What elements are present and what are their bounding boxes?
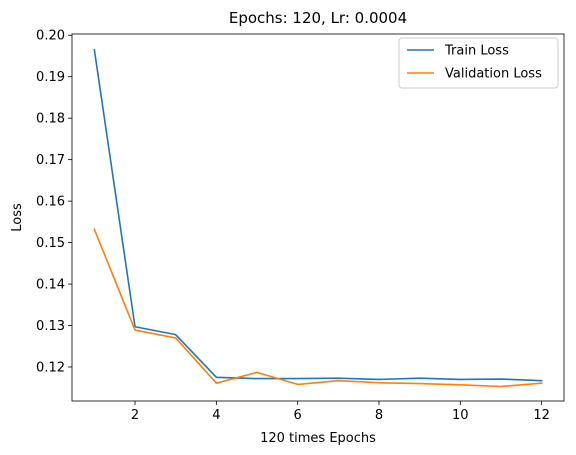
x-tick-label: 8 — [375, 408, 383, 423]
x-tick-label: 2 — [131, 408, 139, 423]
x-tick-label: 6 — [294, 408, 302, 423]
y-tick-label: 0.19 — [36, 70, 65, 85]
x-tick-label: 10 — [452, 408, 469, 423]
y-axis-title: Loss — [10, 203, 25, 232]
legend: Train Loss Validation Loss — [398, 37, 559, 89]
y-tick-label: 0.18 — [36, 112, 65, 127]
y-tick-label: 0.14 — [36, 278, 65, 293]
legend-label: Validation Loss — [445, 67, 542, 82]
x-axis-title: 120 times Epochs — [260, 431, 376, 446]
y-tick-label: 0.13 — [36, 319, 65, 334]
y-tick-label: 0.17 — [36, 153, 65, 168]
legend-box — [398, 37, 559, 89]
legend-label: Train Loss — [444, 44, 509, 59]
plot-frame — [71, 33, 565, 402]
y-tick-label: 0.12 — [36, 360, 65, 375]
axis-ticks: 2 4 6 8 10 12 0.12 0.13 0.14 0.15 0.16 0.17 0.18 0.19… — [36, 29, 550, 423]
chart-title: Epochs: 120, Lr: 0.0004 — [229, 9, 407, 27]
x-tick-label: 4 — [212, 408, 220, 423]
series-line-validation-loss — [93, 228, 543, 388]
y-tick-label: 0.20 — [36, 29, 65, 44]
series-line-train-loss — [93, 48, 543, 382]
y-tick-label: 0.15 — [36, 236, 65, 251]
x-tick-label: 12 — [533, 408, 550, 423]
plot-area — [93, 48, 543, 388]
y-tick-label: 0.16 — [36, 195, 65, 210]
